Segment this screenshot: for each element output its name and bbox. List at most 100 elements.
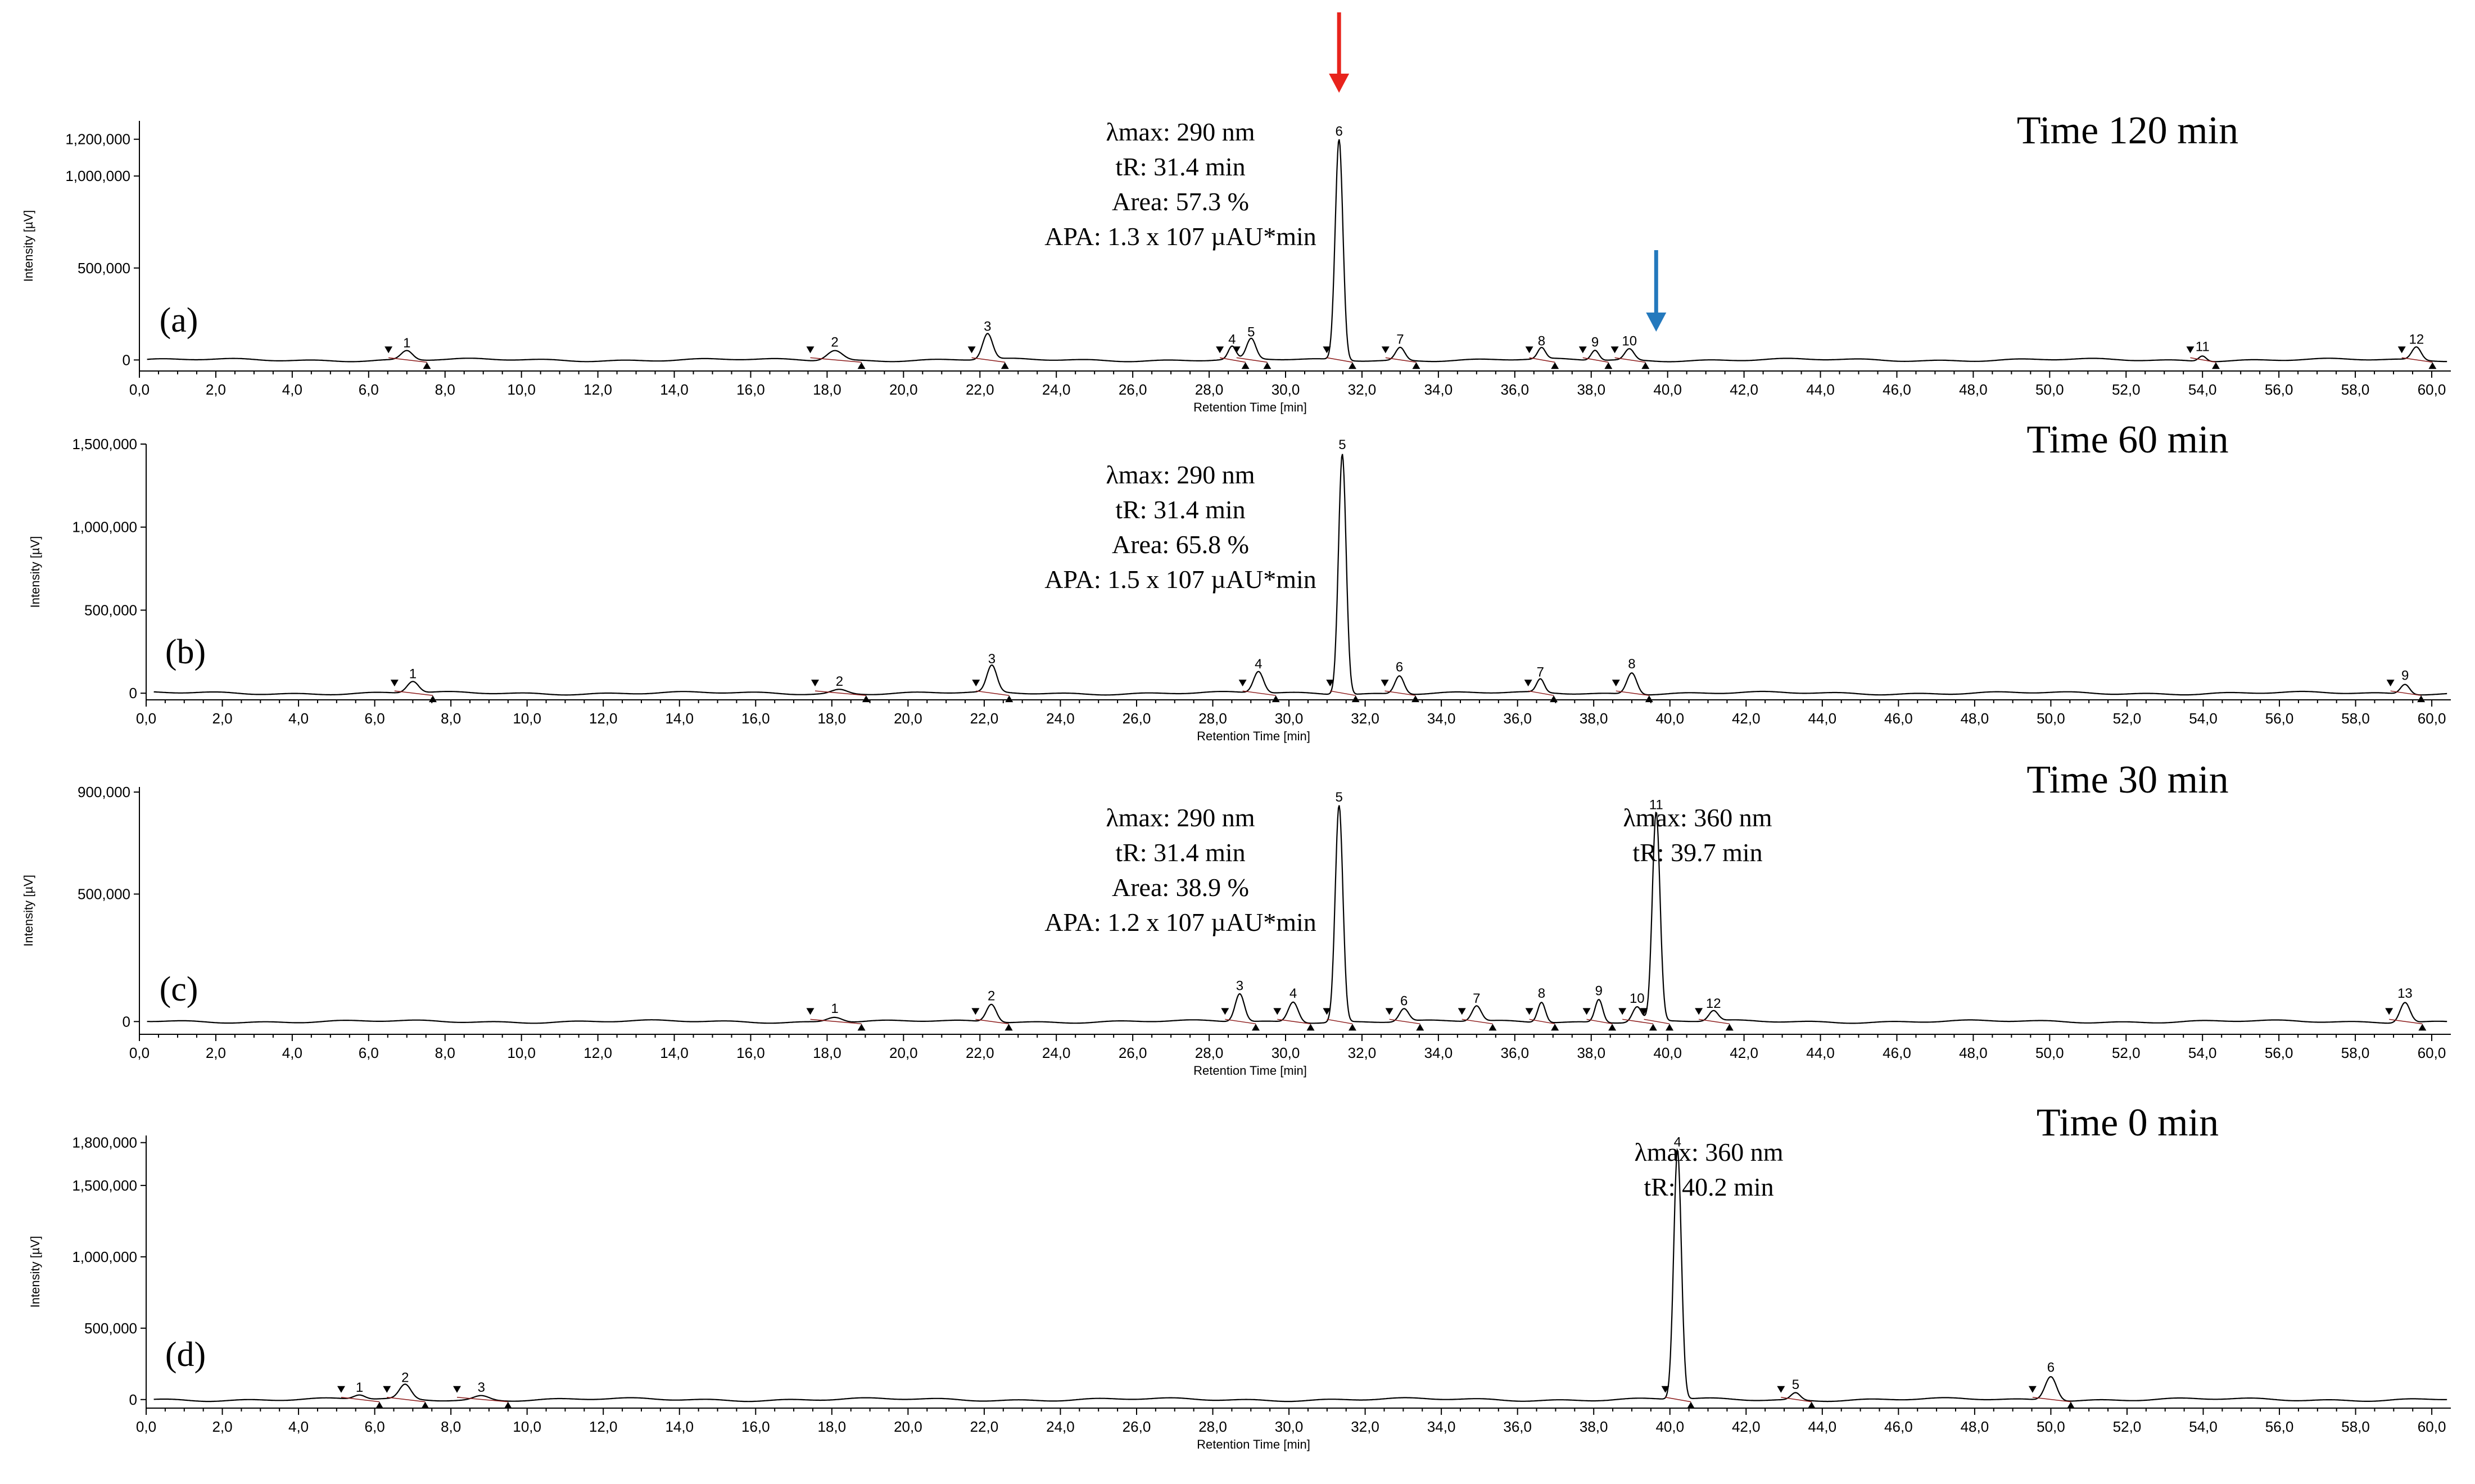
x-tick-label: 48,0: [1959, 1044, 1988, 1061]
x-tick-label: 34,0: [1424, 381, 1453, 398]
x-tick-label: 56,0: [2265, 710, 2294, 727]
x-tick-label: 46,0: [1884, 710, 1913, 727]
x-tick-label: 0,0: [136, 1418, 156, 1435]
peak-start-marker: [1777, 1386, 1785, 1393]
peak-end-marker: [1645, 695, 1653, 703]
peak-end-marker: [375, 1401, 384, 1409]
x-tick-label: 32,0: [1351, 1418, 1379, 1435]
peak-label: 9: [2401, 668, 2409, 683]
annotation-line: Area: 38.9 %: [1112, 873, 1249, 902]
annotation-line: APA: 1.5 x 107 µAU*min: [1044, 565, 1316, 594]
x-tick-label: 58,0: [2341, 1044, 2370, 1061]
peak-end-marker: [1608, 1024, 1617, 1031]
peak-start-marker: [384, 346, 393, 354]
chart-panel-a: 0 500,000 1,000,000 1,200,000 0,0 2,0 4,0 6,0 8,…: [21, 12, 2451, 414]
x-tick-label: 6,0: [365, 710, 385, 727]
x-tick-label: 14,0: [665, 1418, 694, 1435]
peak-label: 1: [403, 336, 410, 351]
x-tick-label: 60,0: [2418, 1044, 2446, 1061]
peak-label: 8: [1628, 657, 1635, 672]
peak-label: 6: [1396, 660, 1403, 675]
x-tick-label: 36,0: [1503, 710, 1532, 727]
x-tick-label: 60,0: [2418, 1418, 2446, 1435]
peak-baseline: [1586, 1019, 1613, 1025]
x-tick-label: 40,0: [1655, 710, 1684, 727]
peak-baseline: [815, 690, 866, 696]
peak-start-marker: [2385, 1008, 2393, 1015]
peak-label: 12: [1706, 996, 1721, 1011]
annotation-line: tR: 31.4 min: [1115, 838, 1245, 867]
peak-start-marker: [1612, 680, 1620, 687]
x-tick-label: 2,0: [206, 381, 226, 398]
peak-baseline: [2032, 1397, 2071, 1402]
x-tick-label: 4,0: [288, 710, 309, 727]
x-tick-label: 56,0: [2265, 381, 2293, 398]
peak-start-marker: [2397, 346, 2406, 354]
peak-start-marker: [2186, 346, 2195, 354]
x-tick-label: 36,0: [1501, 1044, 1530, 1061]
peak-start-marker: [1326, 680, 1334, 687]
x-tick-label: 0,0: [129, 1044, 150, 1061]
x-tick-label: 44,0: [1806, 1044, 1835, 1061]
peak-label: 8: [1538, 986, 1545, 1001]
peak-start-marker: [1525, 1008, 1533, 1015]
x-tick-label: 60,0: [2418, 381, 2446, 398]
peak-baseline: [1582, 357, 1609, 363]
x-tick-label: 52,0: [2113, 1418, 2142, 1435]
y-tick-label: 1,500,000: [72, 436, 137, 453]
x-tick-label: 46,0: [1884, 1418, 1913, 1435]
peak-start-marker: [967, 346, 976, 354]
x-tick-label: 0,0: [136, 710, 156, 727]
peak-baseline: [388, 357, 427, 363]
x-tick-label: 12,0: [583, 1044, 612, 1061]
x-tick-label: 18,0: [813, 381, 841, 398]
peak-baseline: [1616, 690, 1649, 696]
x-tick-label: 4,0: [282, 381, 302, 398]
peak-start-marker: [1323, 346, 1331, 354]
peak-baseline: [1327, 1019, 1353, 1025]
chart-panel-d: 0 500,000 1,000,000 1,500,000 1,800,000 0,0 2,…: [28, 1101, 2451, 1451]
peak-label: 3: [984, 319, 991, 334]
x-tick-label: 28,0: [1198, 710, 1227, 727]
peak-baseline: [1644, 1019, 1670, 1025]
y-tick-label: 1,200,000: [65, 131, 130, 148]
x-tick-label: 28,0: [1198, 1418, 1227, 1435]
peak-start-marker: [1385, 1008, 1393, 1015]
x-tick-label: 8,0: [441, 1418, 461, 1435]
annotation-line: tR: 39.7 min: [1632, 838, 1762, 867]
y-tick-label: 1,500,000: [72, 1177, 137, 1194]
peak-label: 13: [2397, 986, 2413, 1001]
x-tick-label: 2,0: [212, 1418, 232, 1435]
peak-start-marker: [1582, 1008, 1591, 1015]
peak-baseline: [975, 1019, 1009, 1025]
peak-end-marker: [1001, 362, 1009, 369]
x-tick-label: 54,0: [2188, 381, 2217, 398]
peak-baseline: [1219, 357, 1246, 363]
peak-label: 7: [1473, 991, 1480, 1006]
x-tick-label: 26,0: [1119, 381, 1147, 398]
x-tick-label: 60,0: [2418, 710, 2446, 727]
peak-end-marker: [1725, 1024, 1734, 1031]
peak-end-marker: [1348, 1024, 1356, 1031]
peak-start-marker: [1458, 1008, 1466, 1015]
x-tick-label: 58,0: [2341, 381, 2370, 398]
peak-end-marker: [1488, 1024, 1497, 1031]
peak-baseline: [1236, 357, 1268, 363]
peak-label: 11: [1649, 797, 1663, 812]
x-tick-label: 6,0: [359, 1044, 379, 1061]
x-tick-label: 40,0: [1655, 1418, 1684, 1435]
annotation-line: λmax: 290 nm: [1106, 460, 1255, 489]
peak-label: 6: [2047, 1360, 2055, 1376]
peak-start-marker: [1232, 346, 1241, 354]
peak-label: 1: [409, 667, 417, 682]
peak-baseline: [1384, 690, 1416, 696]
peak-start-marker: [1273, 1008, 1282, 1015]
y-tick-label: 0: [123, 1013, 130, 1030]
panel-label: (a): [160, 301, 198, 340]
peak-end-marker: [1251, 1024, 1260, 1031]
y-tick-label: 1,000,000: [72, 519, 137, 536]
annotation-line: APA: 1.2 x 107 µAU*min: [1044, 908, 1316, 936]
peak-end-marker: [1263, 362, 1272, 369]
x-tick-label: 34,0: [1427, 710, 1456, 727]
signal-trace: [147, 139, 2447, 363]
